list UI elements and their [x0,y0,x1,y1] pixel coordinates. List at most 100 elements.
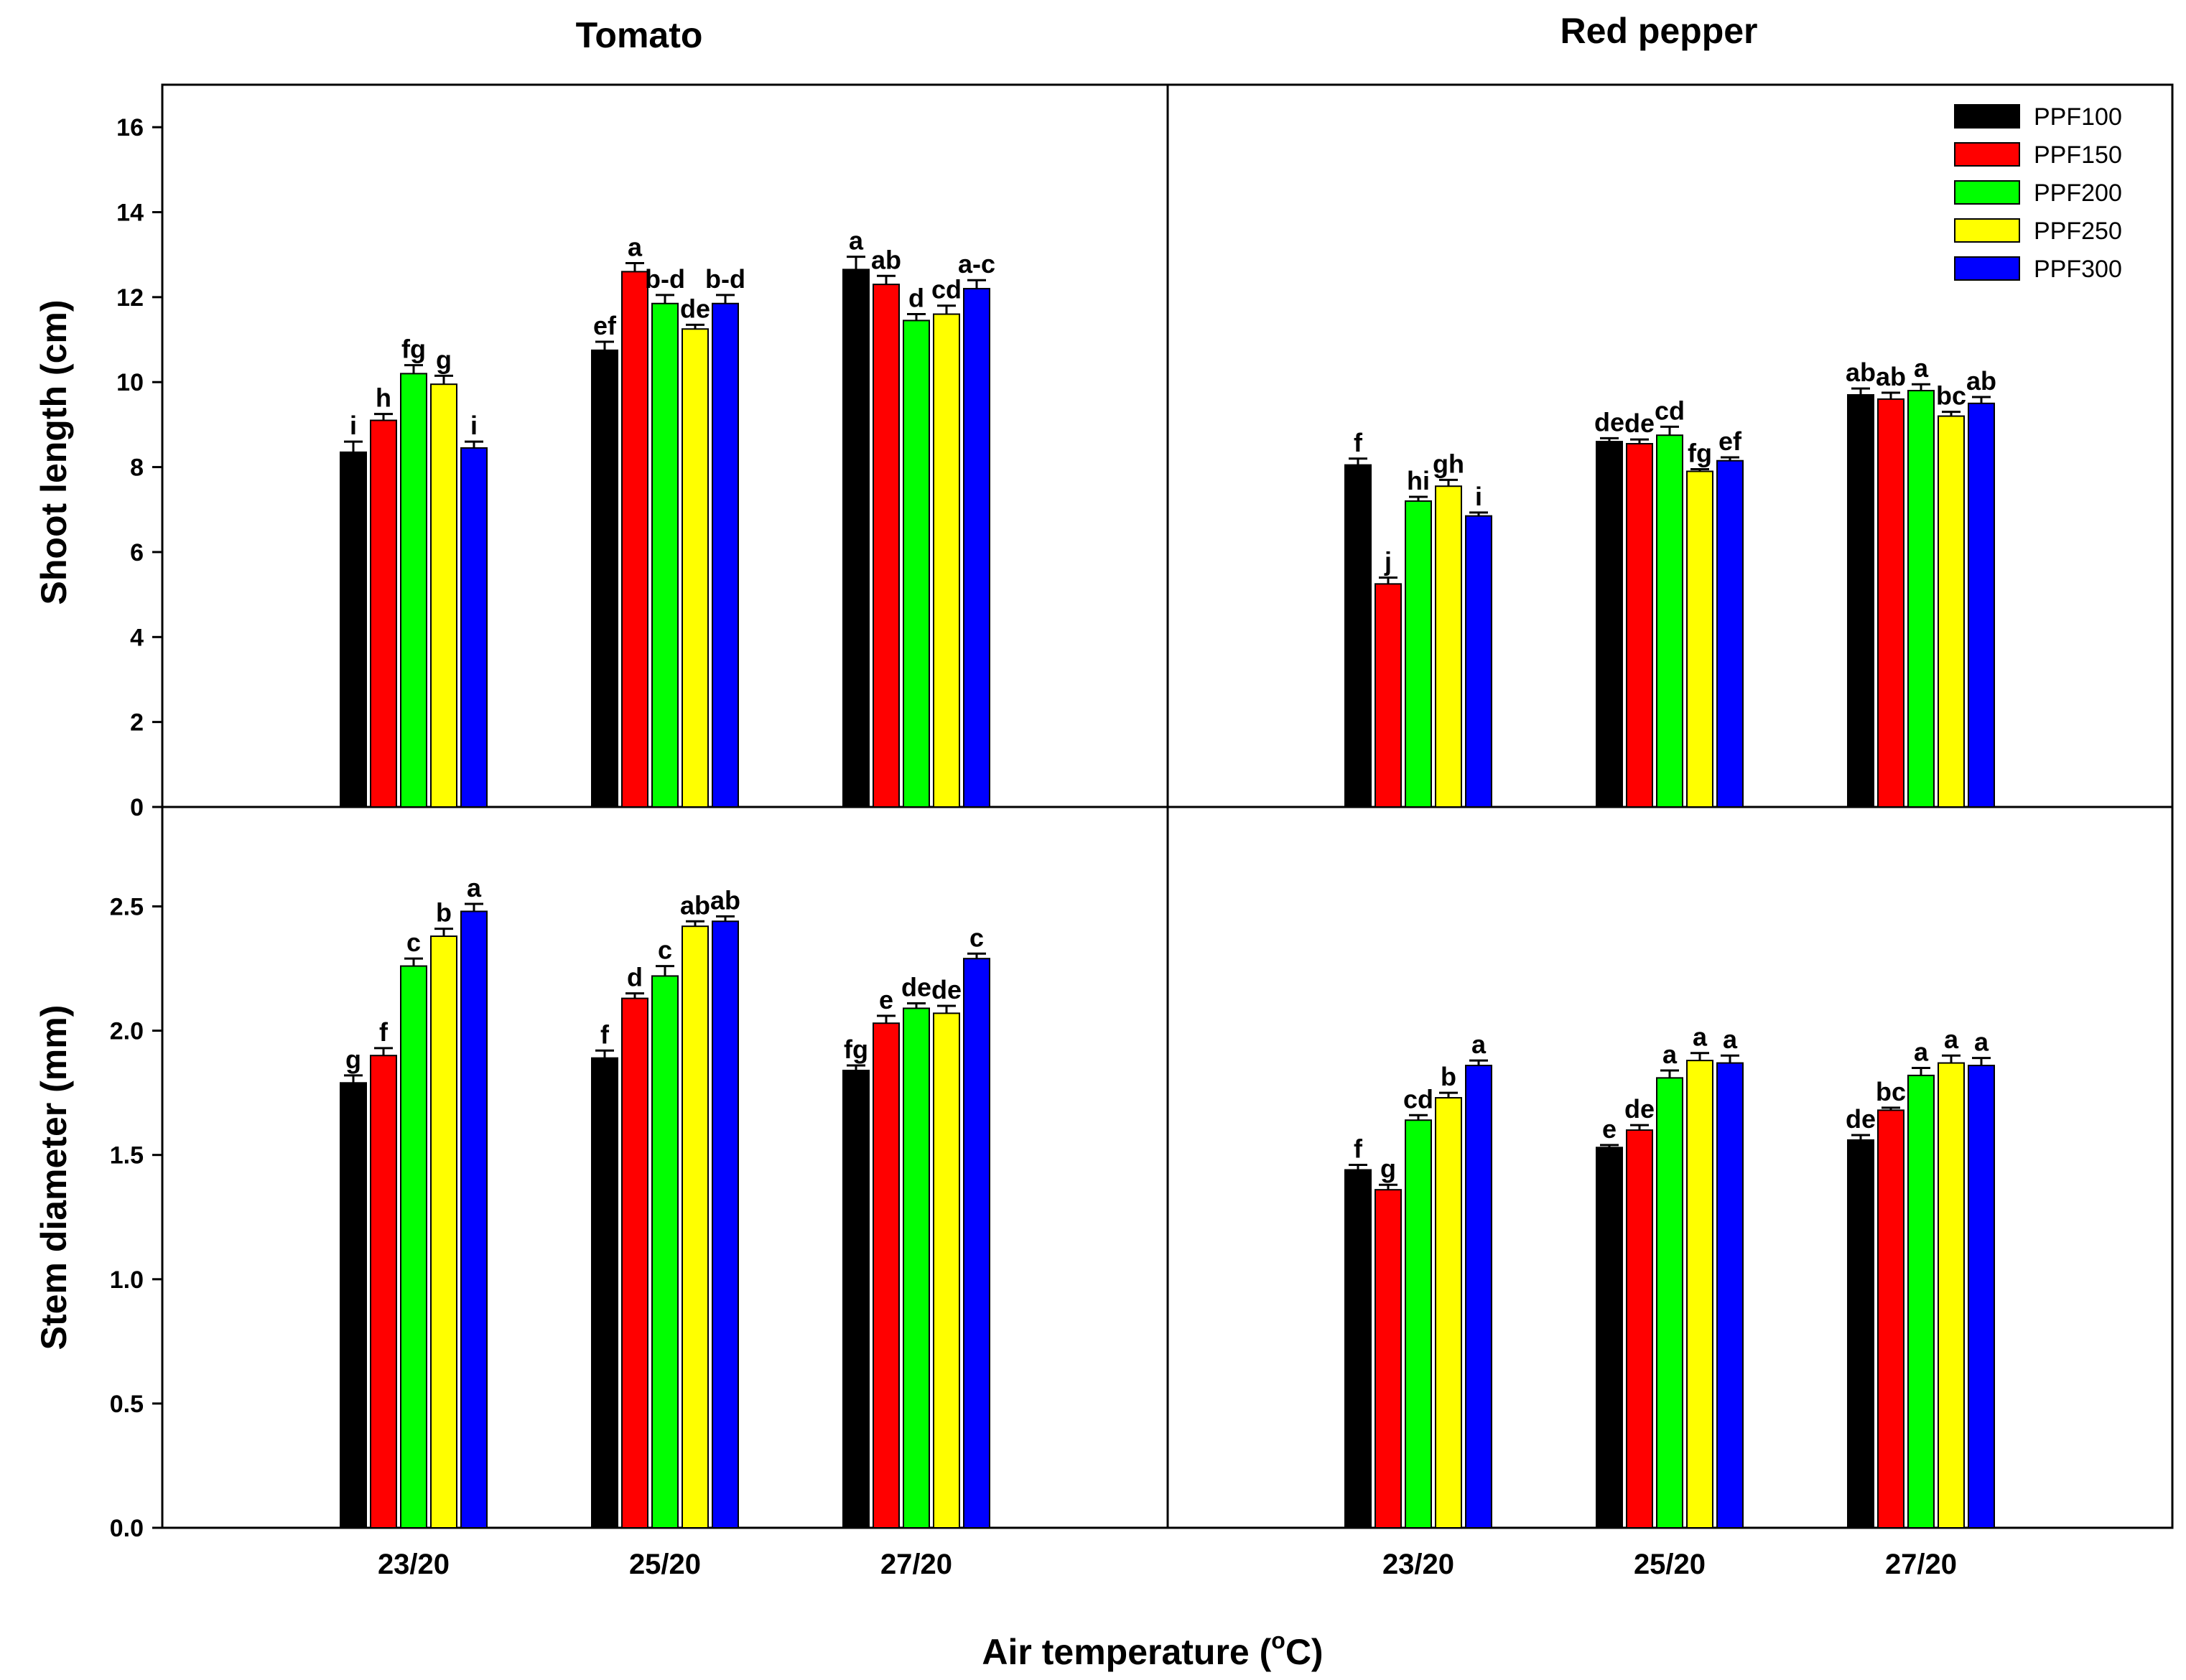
bar [963,958,990,1529]
bar [400,373,427,808]
bar [1686,470,1713,808]
bar [1847,1139,1874,1529]
significance-label: de [1624,409,1655,438]
bar [1344,464,1372,808]
y-tick-label: 12 [116,284,144,312]
bar [430,935,457,1529]
y-axis-title-stem-diameter: Stem diameter (mm) [34,1005,74,1350]
bar [712,920,739,1529]
significance-label: ab [680,890,710,920]
significance-label: a [849,226,864,256]
significance-label: d [908,284,924,313]
significance-label: b [436,898,452,928]
significance-label: c [969,923,984,952]
x-axis-title-degree: o [1271,1628,1285,1653]
y-tick-label: 2.0 [110,1018,144,1045]
bar [933,1012,960,1529]
significance-label: hi [1407,466,1430,495]
significance-label: c [406,928,421,957]
x-axis-title: Air temperature (oC) [982,1628,1323,1672]
significance-label: f [379,1017,389,1047]
legend-label: PPF200 [2034,179,2122,207]
significance-label: e [879,985,893,1014]
significance-label: de [1594,407,1624,437]
significance-label: ab [1846,358,1876,387]
significance-label: fg [844,1035,868,1064]
significance-label: j [1384,546,1392,576]
legend-label: PPF250 [2034,218,2122,245]
significance-label: f [600,1019,610,1049]
bar [651,975,679,1529]
legend-label: PPF100 [2034,103,2122,131]
significance-label: b [1441,1062,1456,1091]
bar [842,1069,870,1529]
x-category-label: 25/20 [629,1549,701,1580]
legend-label: PPF300 [2034,256,2122,283]
significance-label: c [658,935,672,965]
x-category-label: 27/20 [1885,1549,1957,1580]
significance-label: de [680,294,710,323]
bar [1938,1062,1965,1529]
bar [1344,1169,1372,1529]
bar [712,302,739,808]
bar [621,997,648,1529]
significance-label: fg [1688,439,1712,468]
y-tick-label: 2 [130,709,144,737]
significance-label: a [1914,353,1929,383]
bar [963,288,990,808]
bar [873,284,900,808]
bar [1907,390,1935,808]
significance-label: fg [401,335,426,364]
bar [933,313,960,808]
y-tick-label: 1.5 [110,1142,144,1170]
bar [591,1057,618,1529]
bar [903,319,930,808]
significance-label: cd [1655,396,1685,425]
legend-label: PPF150 [2034,141,2122,169]
bar [842,269,870,808]
significance-label: a [1723,1025,1738,1054]
y-axis-title-shoot-length: Shoot length (cm) [34,300,74,605]
bar [370,1055,397,1529]
significance-label: de [1624,1094,1655,1124]
bar [1465,1065,1492,1529]
y-tick-label: 0.0 [110,1515,144,1542]
significance-label: de [931,975,962,1004]
significance-label: cd [931,275,962,304]
bar [430,383,457,808]
significance-label: i [470,411,478,440]
y-tick-label: 16 [116,114,144,141]
significance-label: a [628,233,643,262]
bar [1847,393,1874,808]
significance-label: g [345,1045,361,1074]
significance-label: g [1380,1154,1396,1183]
bar [1626,1129,1653,1529]
significance-label: a [1693,1022,1708,1052]
significance-label: de [901,973,931,1002]
legend-swatch [1954,180,2020,205]
significance-label: d [627,963,643,992]
significance-label: f [1354,1134,1363,1164]
y-tick-label: 1.0 [110,1266,144,1294]
significance-label: bc [1936,381,1966,411]
significance-label: a [1662,1040,1678,1069]
significance-label: a [1944,1025,1959,1054]
bar [621,271,648,808]
bar [370,419,397,808]
significance-label: ab [710,885,740,915]
y-tick-label: 0.5 [110,1391,144,1418]
bar [651,302,679,808]
significance-label: i [350,411,357,440]
y-tick-label: 8 [130,454,144,482]
bar [1716,1062,1744,1529]
x-category-label: 23/20 [1382,1549,1454,1580]
bar [873,1022,900,1529]
significance-label: a [1974,1027,1989,1057]
significance-label: a [467,873,482,902]
bar [1686,1060,1713,1529]
bar [1968,1065,1995,1529]
x-axis-title-unit: C) [1285,1632,1324,1672]
panel-title-tomato: Tomato [576,15,703,55]
